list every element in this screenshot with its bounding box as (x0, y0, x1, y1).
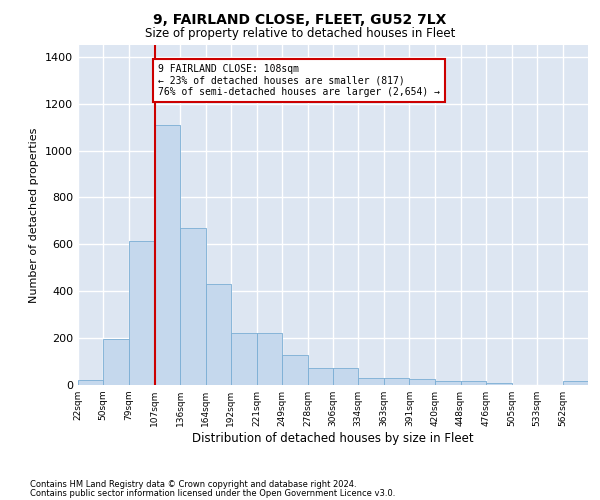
Bar (461, 382, 485, 385)
X-axis label: Distribution of detached houses by size in Fleet: Distribution of detached houses by size … (192, 432, 474, 445)
Text: Contains HM Land Registry data © Crown copyright and database right 2024.: Contains HM Land Registry data © Crown c… (30, 480, 356, 489)
Bar (563, 382, 588, 385)
Text: Contains public sector information licensed under the Open Government Licence v3: Contains public sector information licen… (30, 488, 395, 498)
Bar (129, 241, 154, 385)
Bar (333, 368, 358, 385)
Bar (409, 379, 436, 385)
Bar (205, 284, 230, 385)
Bar (230, 334, 257, 385)
Bar (257, 334, 282, 385)
Bar (384, 378, 409, 385)
Bar (436, 381, 461, 385)
Bar (308, 368, 333, 385)
Y-axis label: Number of detached properties: Number of detached properties (29, 128, 40, 302)
Bar (282, 354, 308, 385)
Text: Size of property relative to detached houses in Fleet: Size of property relative to detached ho… (145, 28, 455, 40)
Bar (154, 124, 181, 385)
Text: 9 FAIRLAND CLOSE: 108sqm
← 23% of detached houses are smaller (817)
76% of semi-: 9 FAIRLAND CLOSE: 108sqm ← 23% of detach… (158, 64, 440, 97)
Bar (103, 340, 129, 385)
Text: 9, FAIRLAND CLOSE, FLEET, GU52 7LX: 9, FAIRLAND CLOSE, FLEET, GU52 7LX (154, 12, 446, 26)
Bar (181, 228, 205, 385)
Bar (485, 382, 512, 385)
Bar (358, 378, 384, 385)
Bar (78, 380, 103, 385)
